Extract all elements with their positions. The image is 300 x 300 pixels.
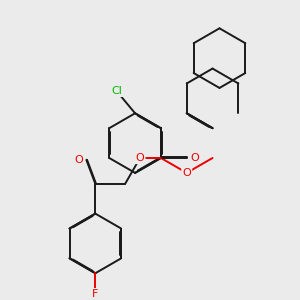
Text: O: O xyxy=(190,153,199,163)
Text: O: O xyxy=(75,155,83,165)
Text: O: O xyxy=(136,153,144,163)
Text: Cl: Cl xyxy=(112,86,123,96)
Text: F: F xyxy=(92,289,98,299)
Text: O: O xyxy=(182,168,191,178)
